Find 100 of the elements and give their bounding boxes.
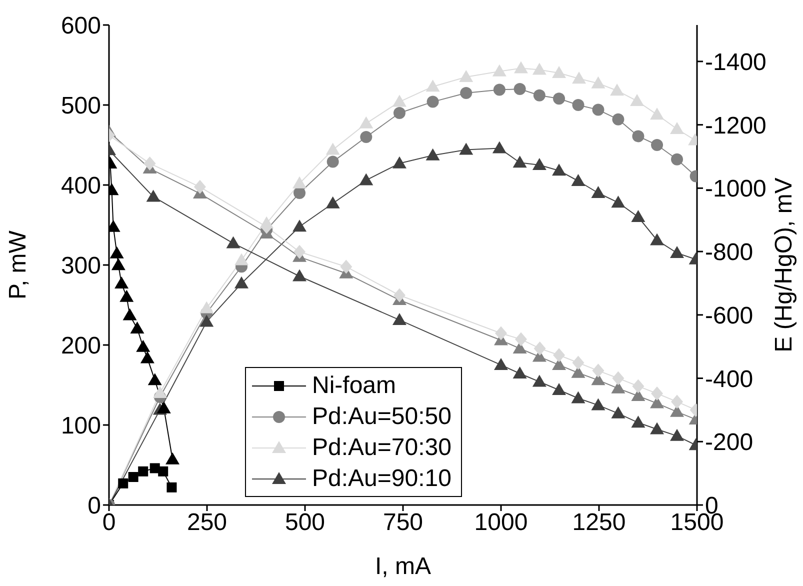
point <box>392 156 406 168</box>
point <box>532 158 546 170</box>
point <box>650 233 664 246</box>
point <box>493 84 506 96</box>
x-tick-label: 250 <box>186 509 228 536</box>
point <box>122 308 137 320</box>
x-tick-label: 1250 <box>572 509 626 536</box>
point <box>670 122 684 134</box>
point <box>552 66 566 78</box>
point <box>200 301 214 314</box>
point <box>130 322 144 334</box>
y2-axis-title: E (Hg/HgO), mV <box>770 178 798 352</box>
point <box>460 87 472 99</box>
point <box>495 326 507 340</box>
point <box>534 341 546 356</box>
point <box>553 348 566 362</box>
point <box>138 466 148 476</box>
point <box>632 130 644 142</box>
point <box>592 104 604 116</box>
point <box>156 401 171 414</box>
point <box>591 76 606 88</box>
point <box>553 92 566 105</box>
point <box>592 364 604 378</box>
point <box>650 108 664 120</box>
point <box>326 196 340 208</box>
point <box>426 148 440 160</box>
point <box>359 173 374 186</box>
point <box>514 332 527 346</box>
point <box>392 312 406 325</box>
point <box>512 156 527 168</box>
y-tick-label: 300 <box>60 252 101 280</box>
point <box>392 94 406 107</box>
point <box>494 358 508 370</box>
point <box>326 156 339 168</box>
point <box>426 80 440 92</box>
point <box>114 276 129 289</box>
point <box>612 113 624 126</box>
point <box>226 236 240 248</box>
y-tick-label: 200 <box>60 332 101 360</box>
point <box>166 482 177 492</box>
point <box>492 64 506 76</box>
point <box>128 472 138 482</box>
point <box>144 156 156 170</box>
y-tick-label: 100 <box>60 412 101 440</box>
y2-tick-label: -800 <box>705 239 754 266</box>
x-tick-label: 750 <box>382 509 424 536</box>
y2-tick-label: -1200 <box>705 112 766 140</box>
point <box>571 174 586 186</box>
point <box>651 386 664 400</box>
x-axis-title: I, mA <box>374 553 432 580</box>
point <box>158 466 168 476</box>
point <box>426 96 439 108</box>
point <box>393 107 406 119</box>
point <box>194 180 206 194</box>
x-tick-label: 500 <box>284 509 326 536</box>
point <box>572 99 584 111</box>
point <box>671 394 684 409</box>
y2-tick-label: -200 <box>705 429 754 456</box>
y2-tick-label: -600 <box>705 302 754 330</box>
point <box>294 244 306 259</box>
point <box>146 190 160 202</box>
y-axis-title: P, mW <box>4 230 32 300</box>
point <box>459 70 474 82</box>
point <box>294 187 306 199</box>
point <box>459 142 474 155</box>
point <box>650 422 664 434</box>
y-tick-label: 400 <box>60 172 101 200</box>
point <box>532 374 546 387</box>
point <box>292 220 307 232</box>
point <box>359 116 374 128</box>
y-tick-label: 500 <box>60 92 101 120</box>
point <box>552 382 566 395</box>
point <box>166 452 180 464</box>
point <box>552 164 566 176</box>
y2-tick-label: -1400 <box>705 48 766 76</box>
point <box>111 258 126 270</box>
point <box>512 366 527 379</box>
point <box>492 141 506 154</box>
legend-label: Pd:Au=70:30 <box>312 433 452 463</box>
point <box>200 314 214 327</box>
point <box>292 176 307 188</box>
point <box>532 62 546 75</box>
point <box>671 153 684 166</box>
point <box>514 61 528 74</box>
point <box>631 210 646 222</box>
point <box>612 371 624 386</box>
legend-label: Ni-foam <box>312 371 396 401</box>
point <box>610 84 624 96</box>
point <box>152 386 167 398</box>
y2-tick-label: -1000 <box>705 176 766 203</box>
point <box>571 391 586 404</box>
point <box>360 131 372 143</box>
point <box>572 356 584 370</box>
point <box>632 379 644 394</box>
point <box>148 373 162 386</box>
point <box>611 406 626 418</box>
y-tick-label: 600 <box>60 12 101 40</box>
point <box>292 269 307 282</box>
point <box>326 142 340 155</box>
point <box>136 340 150 352</box>
